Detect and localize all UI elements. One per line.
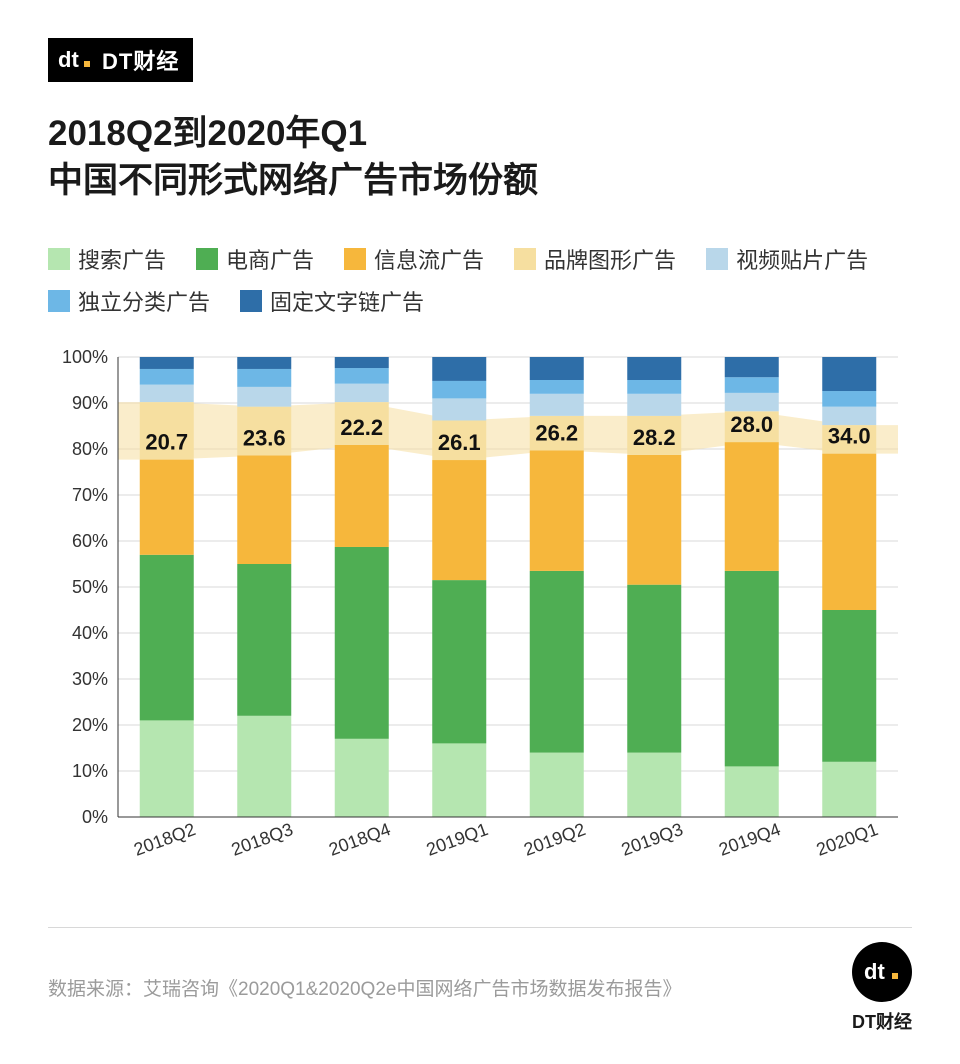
svg-text:2020Q1: 2020Q1 (814, 819, 881, 860)
svg-text:50%: 50% (72, 577, 108, 597)
brand-footer: dt DT财经 (852, 942, 912, 1034)
legend-item: 品牌图形广告 (514, 243, 676, 275)
legend-label: 视频贴片广告 (736, 243, 868, 275)
legend-item: 独立分类广告 (48, 285, 210, 317)
brand-logo-icon: dt (58, 48, 94, 72)
legend-item: 信息流广告 (344, 243, 484, 275)
svg-text:0%: 0% (82, 807, 108, 827)
svg-text:34.0: 34.0 (828, 423, 871, 448)
legend-swatch (48, 290, 70, 312)
svg-text:40%: 40% (72, 623, 108, 643)
svg-text:22.2: 22.2 (340, 414, 383, 439)
legend-swatch (514, 248, 536, 270)
legend: 搜索广告 电商广告 信息流广告 品牌图形广告 视频贴片广告独立分类广告 固定文字链广告 (48, 243, 912, 317)
svg-text:70%: 70% (72, 485, 108, 505)
svg-text:80%: 80% (72, 439, 108, 459)
svg-text:2019Q1: 2019Q1 (424, 819, 491, 860)
legend-item: 固定文字链广告 (240, 285, 424, 317)
svg-text:2019Q3: 2019Q3 (619, 819, 686, 860)
svg-text:2018Q2: 2018Q2 (131, 819, 198, 860)
svg-text:28.2: 28.2 (633, 424, 676, 449)
brand-name: DT财经 (102, 44, 179, 76)
svg-text:2018Q4: 2018Q4 (326, 819, 393, 860)
svg-text:dt: dt (864, 959, 885, 984)
brand-logo-circle-icon: dt (852, 942, 912, 1002)
svg-text:23.6: 23.6 (243, 425, 286, 450)
svg-text:10%: 10% (72, 761, 108, 781)
svg-text:28.0: 28.0 (730, 412, 773, 437)
legend-label: 搜索广告 (78, 243, 166, 275)
title-line-2: 中国不同形式网络广告市场份额 (48, 157, 912, 204)
divider (48, 927, 912, 928)
svg-text:20%: 20% (72, 715, 108, 735)
svg-text:dt: dt (58, 48, 79, 72)
svg-text:2019Q4: 2019Q4 (716, 819, 783, 860)
legend-swatch (196, 248, 218, 270)
svg-text:100%: 100% (62, 347, 108, 367)
legend-swatch (240, 290, 262, 312)
legend-label: 电商广告 (226, 243, 314, 275)
legend-label: 品牌图形广告 (544, 243, 676, 275)
chart-title: 2018Q2到2020年Q1 中国不同形式网络广告市场份额 (48, 110, 912, 205)
legend-label: 独立分类广告 (78, 285, 210, 317)
legend-swatch (706, 248, 728, 270)
svg-text:26.2: 26.2 (535, 420, 578, 445)
svg-text:20.7: 20.7 (145, 429, 188, 454)
data-source: 数据来源：艾瑞咨询《2020Q1&2020Q2e中国网络广告市场数据发布报告》 (48, 974, 681, 1001)
svg-text:2018Q3: 2018Q3 (229, 819, 296, 860)
legend-swatch (48, 248, 70, 270)
brand-footer-name: DT财经 (852, 1008, 912, 1034)
title-line-1: 2018Q2到2020年Q1 (48, 110, 912, 157)
legend-item: 视频贴片广告 (706, 243, 868, 275)
legend-swatch (344, 248, 366, 270)
svg-text:2019Q2: 2019Q2 (521, 819, 588, 860)
stacked-bar-chart: 0% 10% 20% 30% 40% 50% 60% 70% 80% 90% 100% 20.7 23.… (48, 347, 908, 887)
legend-label: 固定文字链广告 (270, 285, 424, 317)
svg-text:90%: 90% (72, 393, 108, 413)
legend-item: 电商广告 (196, 243, 314, 275)
brand-badge: dt DT财经 (48, 38, 193, 82)
svg-text:26.1: 26.1 (438, 430, 481, 455)
legend-item: 搜索广告 (48, 243, 166, 275)
svg-text:60%: 60% (72, 531, 108, 551)
legend-label: 信息流广告 (374, 243, 484, 275)
svg-text:30%: 30% (72, 669, 108, 689)
chart-container: 0% 10% 20% 30% 40% 50% 60% 70% 80% 90% 100% 20.7 23.… (48, 347, 912, 887)
